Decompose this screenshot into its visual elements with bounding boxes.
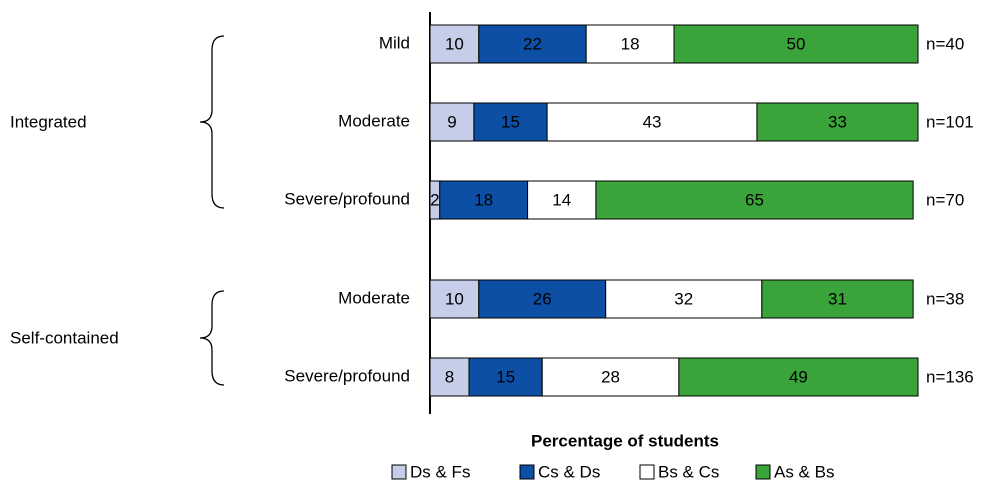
bar-segment bbox=[473, 102, 548, 142]
value-label: 10 bbox=[445, 289, 464, 308]
n-label: n=38 bbox=[926, 289, 964, 308]
n-label: n=70 bbox=[926, 190, 964, 209]
bar-segment bbox=[429, 279, 480, 319]
value-label: 26 bbox=[533, 289, 552, 308]
legend-label: As & Bs bbox=[774, 462, 834, 481]
value-label: 65 bbox=[745, 190, 764, 209]
bar-segment bbox=[527, 180, 597, 220]
value-label: 31 bbox=[828, 289, 847, 308]
value-label: 49 bbox=[789, 367, 808, 386]
x-axis-title: Percentage of students bbox=[531, 431, 719, 450]
legend-label: Ds & Fs bbox=[410, 462, 470, 481]
value-label: 9 bbox=[447, 112, 456, 131]
legend-swatch bbox=[639, 464, 655, 480]
value-label: 2 bbox=[430, 190, 439, 209]
bar-segment bbox=[756, 102, 919, 142]
bar-segment bbox=[673, 24, 919, 64]
bar-segment bbox=[541, 357, 680, 397]
value-label: 50 bbox=[787, 34, 806, 53]
legend-swatch bbox=[755, 464, 771, 480]
value-label: 32 bbox=[674, 289, 693, 308]
value-label: 15 bbox=[501, 112, 520, 131]
legend-swatch bbox=[391, 464, 407, 480]
bar-segment bbox=[468, 357, 543, 397]
value-label: 18 bbox=[474, 190, 493, 209]
value-label: 15 bbox=[496, 367, 515, 386]
group-label: Integrated bbox=[10, 112, 87, 131]
group-brace bbox=[199, 35, 225, 209]
value-label: 18 bbox=[621, 34, 640, 53]
legend-label: Bs & Cs bbox=[658, 462, 719, 481]
bar-segment bbox=[678, 357, 919, 397]
category-label: Severe/profound bbox=[284, 366, 410, 385]
bar-segment bbox=[761, 279, 914, 319]
category-label: Mild bbox=[379, 33, 410, 52]
bar-segment bbox=[478, 279, 607, 319]
legend-label: Cs & Ds bbox=[538, 462, 600, 481]
bar-segment bbox=[585, 24, 675, 64]
bar-segment bbox=[605, 279, 763, 319]
legend-swatch bbox=[519, 464, 535, 480]
value-label: 33 bbox=[828, 112, 847, 131]
category-label: Moderate bbox=[338, 111, 410, 130]
n-label: n=40 bbox=[926, 34, 964, 53]
category-label: Moderate bbox=[338, 288, 410, 307]
value-label: 28 bbox=[601, 367, 620, 386]
n-label: n=101 bbox=[926, 112, 974, 131]
value-label: 10 bbox=[445, 34, 464, 53]
value-label: 14 bbox=[552, 190, 571, 209]
value-label: 43 bbox=[643, 112, 662, 131]
value-label: 8 bbox=[445, 367, 454, 386]
group-label: Self-contained bbox=[10, 328, 119, 347]
group-brace bbox=[199, 290, 225, 386]
bar-segment bbox=[478, 24, 587, 64]
n-label: n=136 bbox=[926, 367, 974, 386]
category-label: Severe/profound bbox=[284, 189, 410, 208]
bar-segment bbox=[595, 180, 914, 220]
value-label: 22 bbox=[523, 34, 542, 53]
